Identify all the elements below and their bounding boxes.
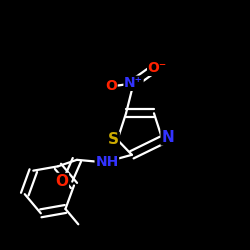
Text: O⁻: O⁻ bbox=[148, 61, 167, 75]
Text: O: O bbox=[56, 174, 68, 188]
Text: N⁺: N⁺ bbox=[124, 76, 143, 90]
Text: O: O bbox=[105, 79, 117, 93]
Text: S: S bbox=[108, 132, 119, 147]
Text: NH: NH bbox=[95, 155, 118, 169]
Text: N: N bbox=[161, 130, 174, 145]
